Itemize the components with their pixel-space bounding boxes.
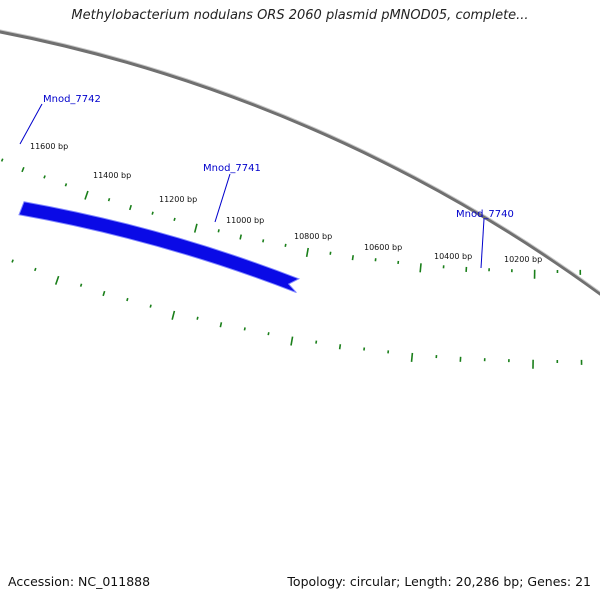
bp-label: 11000 bp: [226, 216, 264, 225]
tick-mark: [219, 322, 223, 328]
tick-mark: [64, 183, 68, 187]
gene-label-mnod-7741[interactable]: Mnod_7741: [203, 163, 261, 174]
tick-mark: [351, 255, 354, 261]
tick-mark: [102, 290, 106, 297]
gene-track: [18, 201, 301, 294]
bp-label: 10600 bp: [364, 243, 402, 252]
gene-callouts: Mnod_7742 Mnod_7741 Mnod_7740: [19, 94, 514, 269]
tick-mark: [193, 223, 198, 233]
callout-line-mnod-7742: [19, 103, 43, 145]
bp-label: 11400 bp: [93, 171, 131, 180]
tick-mark: [107, 198, 111, 202]
tick-mark: [243, 327, 246, 331]
tick-mark: [79, 283, 83, 287]
backbone-line: [0, 29, 600, 296]
tick-mark: [239, 234, 243, 240]
tick-mark: [173, 217, 176, 222]
tick-mark: [151, 211, 154, 215]
bp-label: 10400 bp: [434, 252, 472, 261]
gene-label-mnod-7740[interactable]: Mnod_7740: [456, 209, 514, 220]
bp-label: 11200 bp: [159, 195, 197, 204]
callout-line-mnod-7741: [214, 173, 231, 223]
tick-mark: [419, 263, 422, 273]
callout-line-mnod-7740: [480, 218, 485, 269]
bp-label: 10200 bp: [504, 255, 542, 264]
tick-mark: [338, 344, 342, 350]
tick-mark: [21, 166, 25, 173]
tick-mark: [34, 267, 37, 272]
backbone-ring: [0, 29, 600, 296]
tick-mark: [305, 247, 309, 257]
bp-scale-labels: 11600 bp 11400 bp 11200 bp 11000 bp 1080…: [30, 142, 542, 264]
tick-mark: [128, 204, 132, 211]
tick-mark: [171, 310, 176, 320]
topology-summary: Topology: circular; Length: 20,286 bp; G…: [287, 574, 591, 589]
accession-text: Accession: NC_011888: [8, 574, 151, 589]
tick-mark: [0, 158, 4, 162]
outer-tick-ring: [0, 158, 582, 279]
tick-mark: [284, 243, 287, 247]
tick-mark: [267, 332, 270, 336]
tick-mark: [126, 297, 129, 302]
tick-mark: [54, 275, 60, 285]
backbone-highlight: [0, 29, 600, 293]
tick-mark: [11, 259, 14, 263]
tick-mark: [149, 304, 152, 308]
gene-arrow-mnod-7740[interactable]: [18, 201, 301, 294]
tick-mark: [196, 316, 199, 320]
gene-label-mnod-7742[interactable]: Mnod_7742: [43, 94, 101, 105]
tick-mark: [84, 190, 89, 200]
tick-mark: [290, 336, 294, 346]
tick-mark: [43, 175, 46, 179]
inner-tick-ring: [11, 259, 583, 369]
tick-mark: [262, 239, 265, 243]
tick-mark: [217, 229, 220, 233]
bp-label: 11600 bp: [30, 142, 68, 151]
bp-label: 10800 bp: [294, 232, 332, 241]
map-title: Methylobacterium nodulans ORS 2060 plasm…: [71, 8, 529, 23]
tick-mark: [410, 352, 414, 362]
